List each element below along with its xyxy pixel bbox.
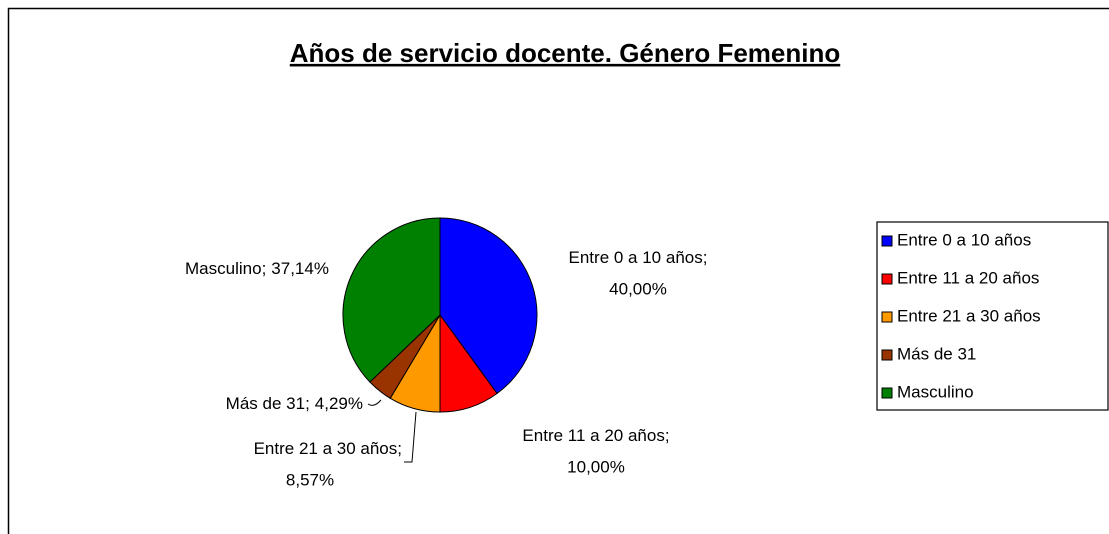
data-label-value: 4,29% <box>315 394 363 413</box>
legend-label: Entre 0 a 10 años <box>897 230 1031 249</box>
pie-slice <box>439 217 538 395</box>
legend-label: Masculino <box>897 382 974 401</box>
data-label-separator: ; <box>262 259 267 278</box>
data-label-value: 40,00% <box>609 279 667 298</box>
legend-swatch <box>881 235 893 247</box>
legend-label: Más de 31 <box>897 344 976 363</box>
data-label: Entre 11 a 20 años; <box>522 426 669 445</box>
legend-label: Entre 21 a 30 años <box>897 306 1041 325</box>
data-label-separator: ; <box>397 439 402 458</box>
data-label-category: Entre 0 a 10 años <box>569 248 703 267</box>
data-label-separator: ; <box>305 394 310 413</box>
data-label-value: 10,00% <box>567 457 625 476</box>
data-label-value: 8,57% <box>286 470 334 489</box>
legend-swatch <box>881 311 893 323</box>
chart-frame <box>7 7 1109 534</box>
legend-swatch <box>881 387 893 399</box>
pie-slice <box>342 217 441 383</box>
data-label: Entre 0 a 10 años; <box>569 248 708 267</box>
data-label-category: Masculino <box>185 259 262 278</box>
leader-line <box>404 411 417 463</box>
data-label-category: Más de 31 <box>226 394 305 413</box>
chart-title: Años de servicio docente. Género Femenin… <box>290 38 840 68</box>
data-label-separator: ; <box>665 426 670 445</box>
legend-swatch <box>881 349 893 361</box>
legend-box <box>876 221 1109 411</box>
legend-swatch <box>881 273 893 285</box>
data-label-category: Entre 21 a 30 años <box>254 439 398 458</box>
legend-label: Entre 11 a 20 años <box>897 268 1039 287</box>
data-label-value: 37,14% <box>271 259 329 278</box>
data-label: Más de 31; 4,29% <box>226 394 363 413</box>
leader-line <box>367 399 382 406</box>
data-label: Masculino; 37,14% <box>185 259 329 278</box>
data-label-separator: ; <box>703 248 708 267</box>
data-label-category: Entre 11 a 20 años <box>522 426 664 445</box>
data-label: Entre 21 a 30 años; <box>254 439 402 458</box>
